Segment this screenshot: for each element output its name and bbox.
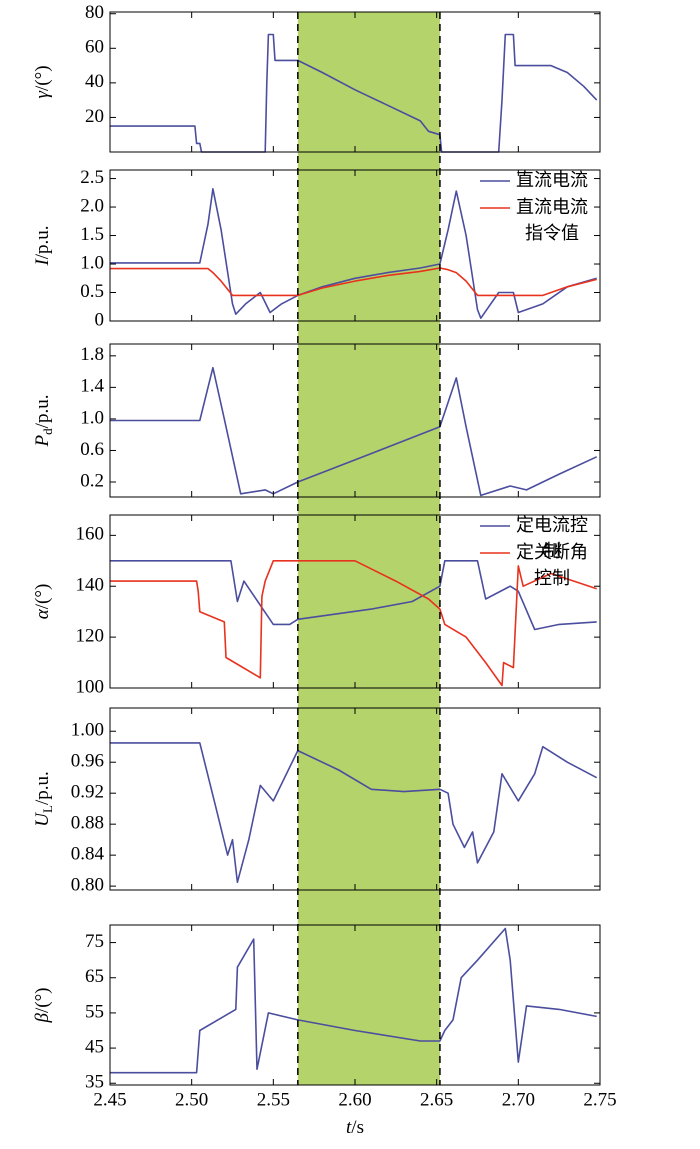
y-label-var: P: [32, 434, 53, 447]
y-tick-label: 1.5: [80, 224, 104, 245]
y-tick-label: 80: [85, 2, 104, 23]
y-tick-label: 0.96: [71, 751, 104, 772]
legend-entry: 定电流控制: [516, 515, 588, 562]
y-tick-label: 0.88: [71, 813, 104, 834]
legend-entry: 定关断角控制: [516, 542, 588, 589]
highlight-band: [297, 12, 440, 1085]
y-label-sub: L: [40, 805, 55, 813]
x-tick-label: 2.45: [93, 1089, 126, 1110]
y-tick-label: 40: [85, 71, 104, 92]
y-label-var: β: [32, 1013, 53, 1024]
y-label-var: U: [32, 812, 53, 827]
x-tick-label: 2.70: [502, 1089, 535, 1110]
y-label-unit: /(°): [32, 584, 53, 610]
y-tick-label: 140: [76, 575, 105, 596]
y-tick-label: 2.0: [80, 195, 104, 216]
y-label-unit: /p.u.: [32, 395, 53, 429]
y-tick-label: 0.84: [71, 844, 105, 865]
data-line: [110, 742, 598, 884]
legend-label: 定电流控制: [516, 515, 588, 562]
y-tick-label: 20: [85, 106, 104, 127]
x-tick-label: 2.75: [583, 1089, 616, 1110]
y-axis-label: I/p.u.: [32, 225, 53, 266]
legend-entry: 直流电流: [516, 170, 588, 191]
legend-label: 定关断角控制: [516, 542, 588, 589]
y-axis-label: α/(°): [32, 584, 53, 620]
y-label-unit: /(°): [32, 988, 53, 1014]
legend-label: 直流电流指令值: [516, 197, 588, 244]
y-tick-label: 75: [85, 931, 104, 952]
y-tick-label: 1.4: [80, 376, 104, 397]
y-axis-label: Pd/p.u.: [32, 395, 55, 448]
y-label-unit: /p.u.: [32, 225, 53, 259]
data-line: [110, 188, 597, 319]
data-line: [110, 927, 597, 1074]
y-tick-label: 0.2: [80, 470, 104, 491]
y-axis-label: β/(°): [32, 988, 53, 1024]
y-tick-label: 55: [85, 1001, 104, 1022]
y-tick-label: 0.80: [71, 874, 104, 895]
y-label-var: α: [32, 608, 53, 619]
y-label-unit: /p.u.: [32, 771, 53, 805]
y-tick-label: 1.00: [71, 720, 104, 741]
y-axis-label: γ/(°): [32, 65, 53, 98]
data-line: [110, 267, 597, 297]
y-tick-label: 2.5: [80, 167, 104, 188]
legend-label: 直流电流: [516, 170, 588, 191]
y-label-var: I: [32, 258, 53, 267]
y-tick-label: 0.6: [80, 439, 104, 460]
y-tick-label: 65: [85, 966, 104, 987]
y-axis-label: UL/p.u.: [32, 771, 55, 826]
y-tick-label: 35: [85, 1072, 104, 1093]
data-line: [110, 366, 598, 497]
y-tick-label: 100: [76, 676, 105, 697]
x-label-unit: /s: [351, 1117, 364, 1138]
y-tick-label: 1.8: [80, 344, 104, 365]
y-tick-label: 60: [85, 37, 104, 58]
y-tick-label: 0: [95, 309, 105, 330]
y-tick-label: 1.0: [80, 252, 104, 273]
y-tick-label: 0.5: [80, 281, 104, 302]
x-tick-label: 2.50: [175, 1089, 208, 1110]
y-label-unit: /(°): [32, 65, 53, 91]
y-tick-label: 1.0: [80, 407, 104, 428]
y-label-var: γ: [32, 91, 53, 99]
legend-entry: 直流电流指令值: [516, 197, 588, 244]
y-tick-label: 120: [76, 625, 105, 646]
x-label-var: t: [346, 1117, 352, 1138]
y-tick-label: 45: [85, 1036, 104, 1057]
x-tick-label: 2.55: [257, 1089, 290, 1110]
data-line: [110, 560, 597, 631]
y-tick-label: 160: [76, 524, 105, 545]
y-tick-label: 0.92: [71, 782, 104, 803]
y-label-sub: d: [40, 428, 55, 435]
data-line: [110, 560, 597, 687]
x-tick-label: 2.65: [420, 1089, 453, 1110]
x-axis-label: t/s: [346, 1117, 364, 1138]
x-tick-label: 2.60: [338, 1089, 371, 1110]
